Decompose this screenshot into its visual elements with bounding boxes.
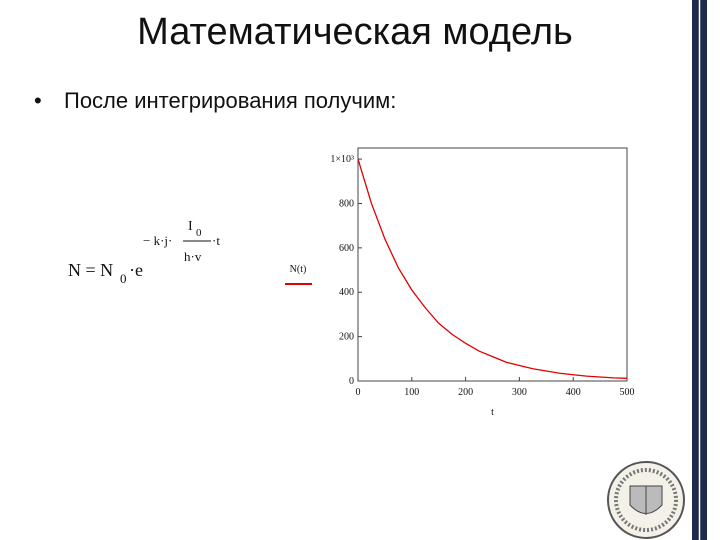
y-tick-label: 800 xyxy=(339,198,354,209)
slide-title: Математическая модель xyxy=(137,11,573,53)
formula-num-sub: 0 xyxy=(196,227,202,239)
y-tick-label: 0 xyxy=(349,376,354,387)
x-tick-label: 500 xyxy=(620,387,635,398)
x-tick-label: 100 xyxy=(404,387,419,398)
formula-num: I xyxy=(188,219,193,234)
series-line xyxy=(357,158,628,379)
y-tick-label: 200 xyxy=(339,332,354,343)
plot-frame xyxy=(357,147,628,382)
formula-base: ·e xyxy=(129,260,143,280)
formula-exp-right: ·t xyxy=(212,233,220,248)
x-axis-label: t xyxy=(491,407,494,418)
legend-label: N(t) xyxy=(290,264,307,275)
formula-sub: 0 xyxy=(120,271,127,286)
x-tick-label: 400 xyxy=(566,387,581,398)
y-tick-label: 400 xyxy=(339,287,354,298)
logo xyxy=(607,461,685,539)
y-tick-label: 600 xyxy=(339,243,354,254)
bullet-dot: • xyxy=(34,88,42,113)
chart: 0 200 400 600 800 1×10³ 0 100 200 300 400 500 t N(t) xyxy=(285,147,635,418)
bullet-text: После интегрирования получим: xyxy=(64,88,396,113)
y-tick-label: 1×10³ xyxy=(330,154,354,165)
formula: N = N 0 ·e − k·j· I 0 h·v ·t xyxy=(68,219,220,286)
x-tick-label: 200 xyxy=(458,387,473,398)
formula-exp: − k·j· xyxy=(143,233,172,248)
formula-lhs: N = N xyxy=(68,260,113,280)
x-tick-label: 0 xyxy=(356,387,361,398)
x-tick-label: 300 xyxy=(512,387,527,398)
formula-den: h·v xyxy=(184,249,202,264)
